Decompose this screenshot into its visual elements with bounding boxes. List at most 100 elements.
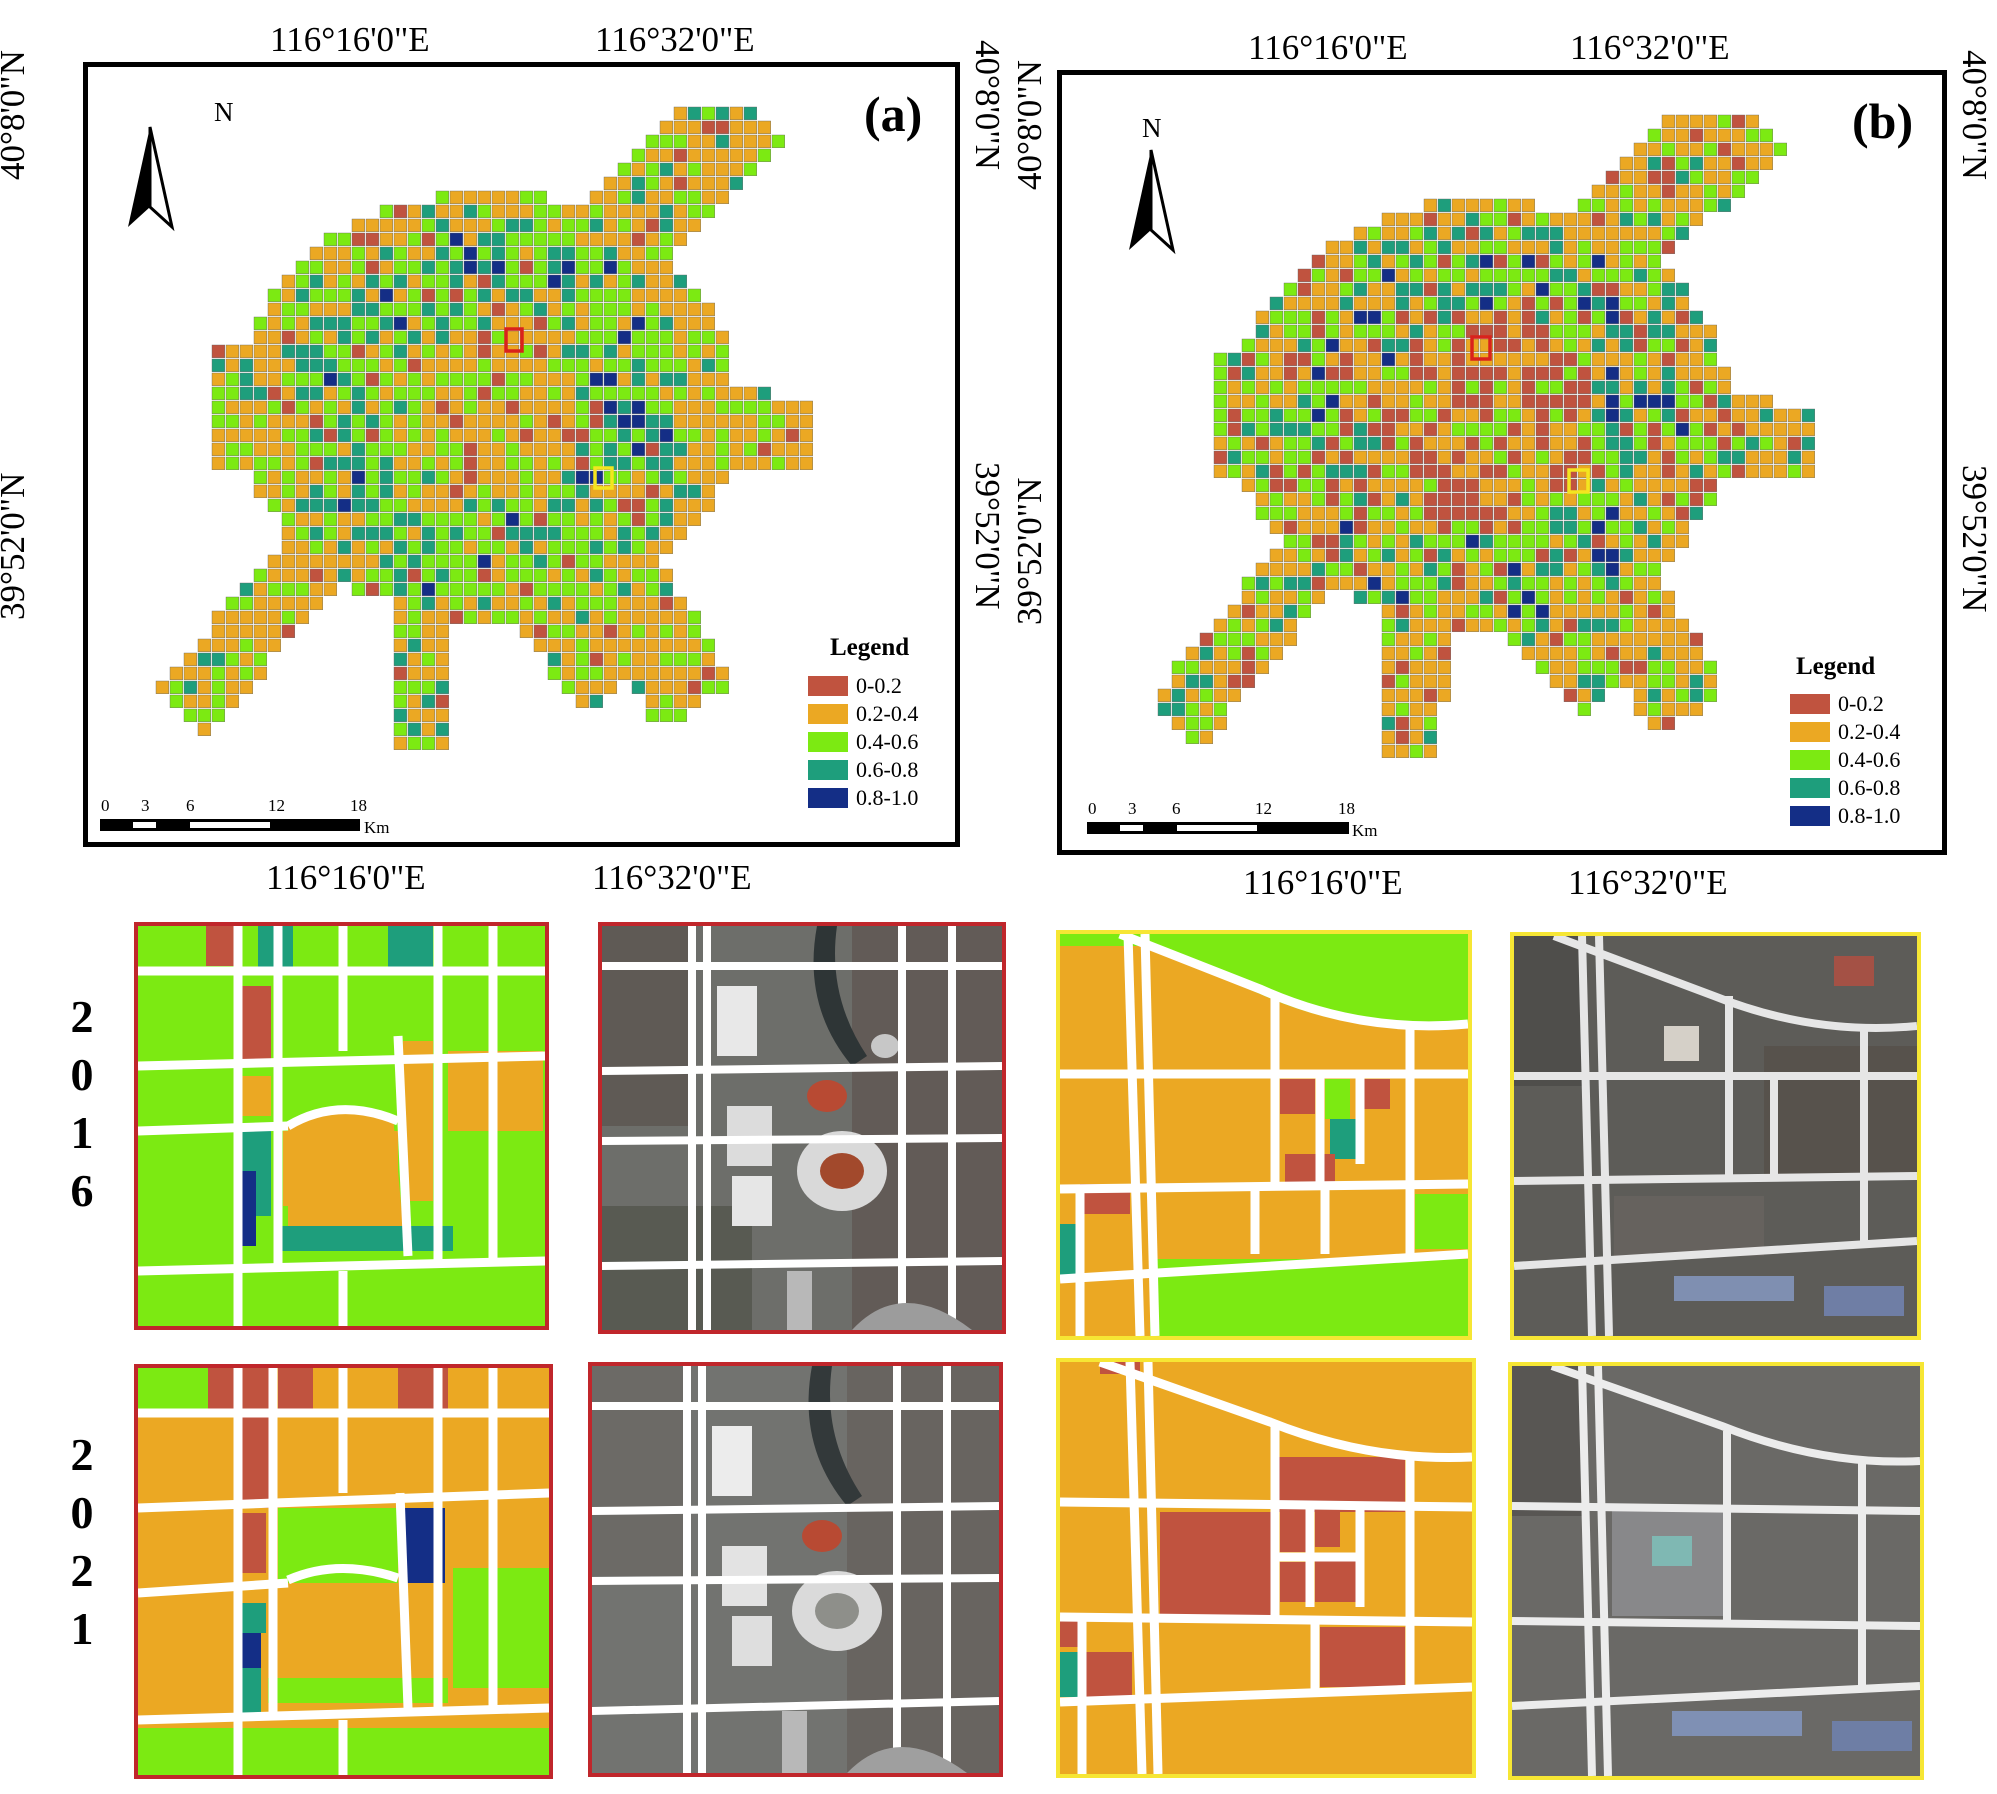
map-block: [589, 330, 604, 345]
map-block: [1703, 128, 1718, 143]
map-block: [1199, 702, 1214, 717]
map-block: [715, 330, 730, 345]
map-block: [589, 414, 604, 429]
map-block: [1535, 226, 1550, 241]
map-block: [421, 218, 436, 233]
map-block: [365, 288, 380, 303]
map-block: [1717, 422, 1732, 437]
map-block: [561, 316, 576, 331]
map-block: [659, 232, 674, 247]
map-block: [407, 456, 422, 471]
map-block: [1409, 394, 1424, 409]
map-block: [393, 540, 408, 555]
map-block: [1283, 436, 1298, 451]
year-digit: 2: [70, 1429, 94, 1480]
map-block: [309, 274, 324, 289]
map-block: [365, 218, 380, 233]
map-block: [561, 652, 576, 667]
map-block: [1605, 492, 1620, 507]
map-block: [1535, 296, 1550, 311]
map-block: [309, 498, 324, 513]
map-block: [617, 162, 632, 177]
map-block: [1549, 464, 1564, 479]
map-block: [1283, 450, 1298, 465]
map-block: [1451, 478, 1466, 493]
map-block: [1241, 646, 1256, 661]
map-block: [1311, 366, 1326, 381]
map-block: [1535, 282, 1550, 297]
map-block: [1423, 240, 1438, 255]
map-block: [1381, 604, 1396, 619]
map-block: [1563, 450, 1578, 465]
scale-tick-b-2: 6: [1172, 799, 1181, 818]
map-block: [351, 540, 366, 555]
map-block: [407, 722, 422, 737]
map-block: [1227, 380, 1242, 395]
map-block: [1591, 338, 1606, 353]
map-block: [1675, 646, 1690, 661]
map-block: [1731, 128, 1746, 143]
map-block: [267, 456, 282, 471]
map-block: [1437, 366, 1452, 381]
map-block: [295, 372, 310, 387]
map-block: [449, 512, 464, 527]
map-block: [267, 288, 282, 303]
map-block: [1297, 422, 1312, 437]
map-block: [1647, 702, 1662, 717]
map-block: [519, 610, 534, 625]
map-block: [253, 638, 268, 653]
map-block: [561, 260, 576, 275]
map-block: [323, 512, 338, 527]
map-block: [617, 540, 632, 555]
year-digit: 0: [70, 1049, 94, 1100]
map-block: [1549, 254, 1564, 269]
map-block: [1619, 506, 1634, 521]
map-block: [561, 554, 576, 569]
map-block: [477, 358, 492, 373]
map-block: [1423, 492, 1438, 507]
map-block: [435, 456, 450, 471]
map-block: [1185, 716, 1200, 731]
map-block: [1213, 352, 1228, 367]
map-block: [1633, 632, 1648, 647]
map-block: [1227, 646, 1242, 661]
map-block: [407, 708, 422, 723]
map-block: [379, 568, 394, 583]
map-block: [295, 526, 310, 541]
map-block: [1423, 674, 1438, 689]
map-block: [295, 498, 310, 513]
map-block: [1647, 408, 1662, 423]
map-block: [1717, 114, 1732, 129]
map-block: [1521, 366, 1536, 381]
map-block: [645, 316, 660, 331]
map-block: [1605, 646, 1620, 661]
map-block: [1479, 478, 1494, 493]
map-block: [673, 120, 688, 135]
map-block: [421, 722, 436, 737]
map-block: [561, 414, 576, 429]
map-block: [1325, 464, 1340, 479]
map-block: [1479, 310, 1494, 325]
map-block: [631, 316, 646, 331]
map-block: [1521, 576, 1536, 591]
map-block: [617, 330, 632, 345]
map-block: [1675, 394, 1690, 409]
map-block: [1213, 716, 1228, 731]
map-block: [463, 540, 478, 555]
map-block: [533, 302, 548, 317]
map-block: [631, 288, 646, 303]
map-block: [1311, 324, 1326, 339]
map-block: [617, 596, 632, 611]
map-block: [1591, 282, 1606, 297]
scale-bar-b: [1087, 822, 1349, 834]
map-block: [435, 554, 450, 569]
map-block: [603, 316, 618, 331]
map-block: [1535, 632, 1550, 647]
map-block: [281, 540, 296, 555]
map-block: [561, 526, 576, 541]
map-block: [547, 204, 562, 219]
map-block: [337, 330, 352, 345]
map-block: [1269, 520, 1284, 535]
map-block: [533, 456, 548, 471]
map-block: [659, 638, 674, 653]
